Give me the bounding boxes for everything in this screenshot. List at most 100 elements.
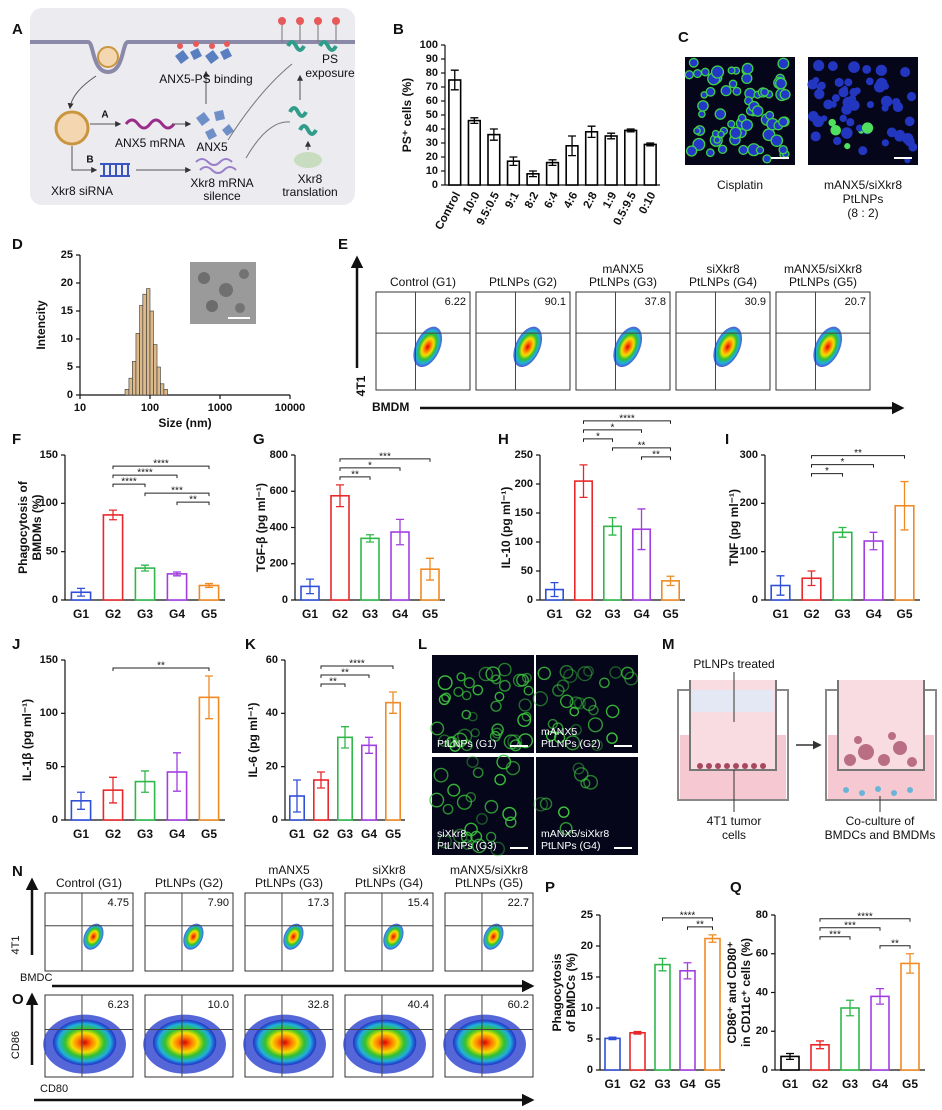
y-tick-label: 80 xyxy=(756,909,768,921)
histogram-bar xyxy=(146,288,151,396)
error-bar xyxy=(900,480,909,531)
bar xyxy=(602,525,622,601)
x-tick-label: G4 xyxy=(633,607,649,621)
y-axis-label: CD86⁺ and CD80⁺ xyxy=(725,941,739,1043)
significance-bracket xyxy=(583,438,613,442)
cell xyxy=(587,717,604,733)
cell xyxy=(461,690,472,701)
y-tick-label: 250 xyxy=(515,449,533,461)
micrograph xyxy=(536,757,638,855)
error-bar xyxy=(450,69,459,91)
cell xyxy=(820,115,828,122)
cell xyxy=(441,692,452,703)
cell xyxy=(844,78,853,87)
significance-label: *** xyxy=(829,929,841,940)
x-tick-label: 1000 xyxy=(208,402,232,414)
histogram-bar xyxy=(139,305,144,396)
cell xyxy=(583,774,599,790)
histogram-bar xyxy=(135,333,140,396)
cell xyxy=(433,767,449,783)
significance-label: * xyxy=(611,423,615,434)
y-tick-label: 40 xyxy=(756,986,768,998)
error-bar xyxy=(109,776,117,804)
x-tick-label: G2 xyxy=(575,607,591,621)
cell xyxy=(523,685,534,696)
x-tick-label: G2 xyxy=(105,827,121,841)
error-bar xyxy=(786,1052,794,1060)
schematic-label: silence xyxy=(203,189,241,203)
cell xyxy=(537,666,551,681)
y-tick-label: 5 xyxy=(67,361,73,373)
y-axis-label: in CD11c⁺ cells (%) xyxy=(739,938,753,1047)
bar xyxy=(624,129,638,186)
cell xyxy=(714,108,727,120)
y-tick-label: 20 xyxy=(756,1025,768,1037)
significance-label: **** xyxy=(137,468,153,479)
cell xyxy=(532,691,549,707)
density xyxy=(283,923,304,950)
cell xyxy=(591,739,603,752)
significance-bracket xyxy=(112,483,146,488)
cell xyxy=(502,806,517,822)
error-bar xyxy=(509,156,518,167)
error-bar xyxy=(548,159,557,167)
significance-label: ** xyxy=(854,448,862,459)
significance-bracket xyxy=(687,926,713,930)
gate-percentage: 4.75 xyxy=(108,897,129,909)
panel-label: J xyxy=(12,636,20,653)
panel-label: I xyxy=(725,431,729,448)
panel-label: G xyxy=(253,431,265,448)
gate-percentage: 10.0 xyxy=(208,999,229,1011)
cell xyxy=(762,154,772,164)
significance-label: ** xyxy=(696,919,704,930)
flow-label: PtLNPs (G3) xyxy=(589,275,657,289)
cell xyxy=(559,822,573,836)
density xyxy=(713,326,743,368)
panel-label: B xyxy=(393,21,404,38)
cell xyxy=(569,696,583,710)
cell xyxy=(558,806,570,818)
tem-inset xyxy=(190,262,256,324)
cell xyxy=(705,86,716,97)
cell xyxy=(453,686,464,697)
cell xyxy=(457,728,473,744)
cell xyxy=(490,700,502,712)
schematic-label: Xkr8 siRNA xyxy=(51,184,113,198)
cell xyxy=(760,87,769,97)
cell xyxy=(547,718,558,730)
bar xyxy=(629,1032,646,1071)
y-tick-label: 100 xyxy=(40,497,58,509)
histogram-bar xyxy=(142,293,147,396)
cell xyxy=(727,119,736,129)
histogram-bar xyxy=(156,366,161,396)
membrane xyxy=(30,40,355,75)
bar xyxy=(900,962,920,1071)
error-bar xyxy=(587,125,596,139)
xkr8 xyxy=(298,124,318,136)
bar xyxy=(102,514,124,601)
error-bar xyxy=(626,128,635,133)
significance-label: **** xyxy=(153,459,169,470)
panel-label: F xyxy=(12,431,21,448)
mrna xyxy=(124,118,176,130)
density xyxy=(183,923,204,950)
cell xyxy=(729,126,742,140)
y-tick-label: 0 xyxy=(752,594,758,606)
liposome xyxy=(54,110,90,146)
x-tick-label: G2 xyxy=(332,607,348,621)
error-bar xyxy=(109,509,117,521)
y-tick-label: 60 xyxy=(426,95,438,107)
error-bar xyxy=(550,581,559,598)
cell xyxy=(429,792,445,808)
image-caption: PtLNPs (G1) xyxy=(437,738,497,750)
error-bar xyxy=(389,691,397,714)
error-bar xyxy=(906,953,914,974)
cell xyxy=(865,77,874,86)
cell xyxy=(447,783,461,797)
y-tick-label: 0 xyxy=(52,594,58,606)
cell xyxy=(539,797,553,811)
x-tick-label: G2 xyxy=(105,607,121,621)
bar xyxy=(467,119,481,186)
flow-label: Control (G1) xyxy=(56,876,122,890)
y-tick-label: 300 xyxy=(740,449,758,461)
